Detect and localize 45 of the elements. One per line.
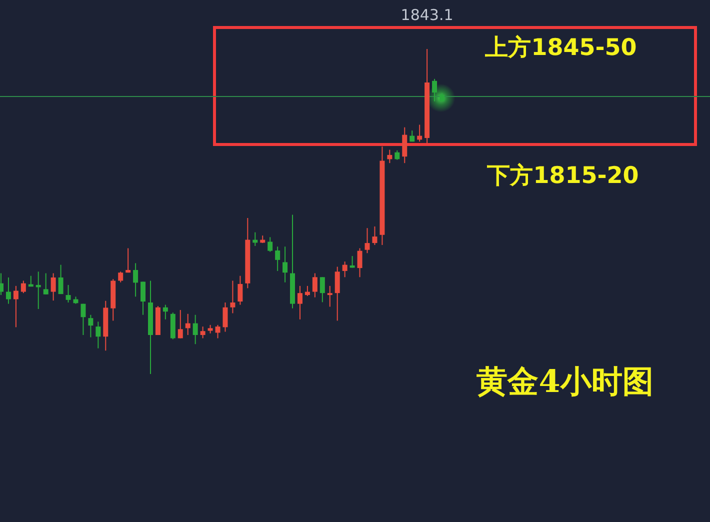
candlestick [118,271,124,283]
candlestick [268,236,273,252]
candlestick [20,280,26,294]
candlestick [80,303,86,336]
candlestick [238,275,243,306]
candlestick [320,276,325,303]
candlestick [402,126,408,164]
annotation: 1843.1 [400,6,454,24]
candlestick [133,262,138,298]
candlestick [215,324,220,339]
candlestick [230,280,236,314]
candlestick [334,266,340,322]
candlestick [357,248,362,278]
candlestick [327,285,332,308]
candlestick [13,285,18,328]
candlestick [364,228,370,254]
candlestick [192,314,198,345]
candlestick [58,264,64,295]
candlestick [162,304,168,320]
candlestick [140,281,146,316]
candlestick [66,284,71,303]
candlestick [126,248,131,274]
candlestick [304,285,310,296]
candlestick [394,150,400,160]
text: 上方1845-50 [484,34,637,61]
candlestick [50,272,56,302]
candlestick [312,272,318,298]
candlestick [185,313,190,336]
candlestick [88,314,94,338]
candlestick [200,326,206,339]
text: 黄金4小时图 [476,364,654,400]
candlestick [6,276,11,304]
candlestick [372,226,378,246]
candlestick [417,124,422,142]
candlestick [282,246,288,283]
candlestick [275,246,280,272]
candlestick [222,302,228,332]
text: 下方1815-20 [486,162,639,189]
candlestick [297,285,302,320]
candlestick [96,321,101,349]
candlestick [342,261,348,278]
candlestick [432,78,438,102]
candlestick [178,309,183,339]
candlestick [43,272,48,295]
candlestick [387,149,392,164]
